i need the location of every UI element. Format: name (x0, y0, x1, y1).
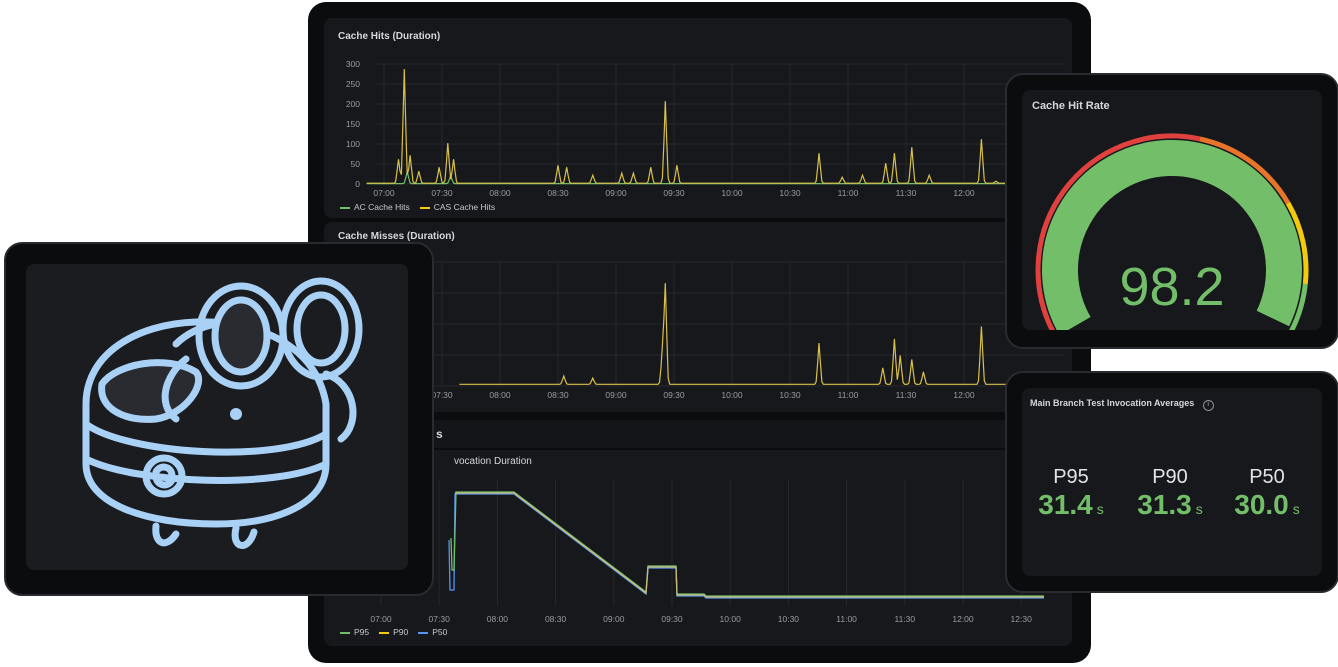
info-icon[interactable]: i (1202, 400, 1214, 411)
x-tick-label: 10:30 (779, 188, 801, 198)
cache-hits-panel: Cache Hits (Duration) 07:00 07:30 08:00 08:… (324, 18, 1072, 218)
gauge-threshold-band (1285, 201, 1309, 285)
x-tick-label: 09:00 (605, 390, 627, 400)
ac-cache-hits-series (366, 171, 1015, 185)
x-tick-label: 07:30 (431, 188, 453, 198)
x-tick-label: 09:00 (603, 614, 625, 624)
cas-cache-hits-series (366, 69, 1015, 184)
x-tick-label: 10:30 (778, 614, 800, 624)
x-tick-label: 12:00 (953, 390, 975, 400)
dashboard-card: Cache Hits (Duration) 07:00 07:30 08:00 08:… (308, 2, 1091, 663)
averages-card: Main Branch Test Invocation Averages i P… (1005, 371, 1338, 593)
hit-rate-gauge (1035, 133, 1309, 330)
x-tick-label: 07:30 (429, 614, 451, 624)
panel-title: Main Branch Test Invocation Averages i (1030, 398, 1214, 411)
stat-p90: P90 31.3 s (1137, 466, 1203, 520)
buildbuddy-mascot-icon (82, 277, 363, 549)
stat-p50: P50 30.0 s (1234, 466, 1300, 520)
gauge-threshold-band (1035, 133, 1201, 330)
x-tick-label: 08:30 (545, 614, 567, 624)
x-tick-label: 11:00 (836, 614, 857, 624)
x-tick-label: 11:00 (838, 390, 859, 400)
panel-title: Cache Hit Rate (1032, 100, 1110, 112)
hit-rate-card: Cache Hit Rate 98.2 (1005, 73, 1338, 349)
stat-p95: P95 31.4 s (1038, 466, 1104, 520)
gauge-fill (1041, 139, 1302, 330)
panel-title: vocation Duration (454, 456, 532, 467)
hit-rate-panel: Cache Hit Rate 98.2 (1022, 90, 1322, 330)
x-tick-label: 08:30 (547, 390, 569, 400)
section-title: s (436, 427, 443, 441)
x-tick-label: 09:30 (661, 614, 683, 624)
x-tick-label: 12:00 (952, 614, 974, 624)
cache-hits-legend: AC Cache Hits CAS Cache Hits (340, 202, 495, 212)
x-tick-label: 12:00 (953, 188, 975, 198)
legend-item[interactable]: CAS Cache Hits (419, 202, 495, 212)
y-tick-label: 100 (346, 139, 360, 149)
x-tick-label: 08:30 (547, 188, 569, 198)
x-tick-label: 11:00 (838, 188, 859, 198)
x-tick-label: 10:00 (720, 614, 742, 624)
x-tick-label: 07:00 (370, 614, 392, 624)
y-tick-label: 200 (346, 99, 360, 109)
averages-title: Main Branch Test Invocation Averages (1030, 398, 1195, 408)
averages-panel: Main Branch Test Invocation Averages i P… (1022, 388, 1322, 576)
p90-series (455, 492, 1044, 598)
y-tick-label: 50 (351, 159, 361, 169)
x-tick-label: 08:00 (489, 390, 511, 400)
panel-title: Cache Misses (Duration) (338, 231, 455, 242)
legend-item[interactable]: P50 (418, 627, 447, 637)
invocation-chart: 07:00 07:30 08:00 08:30 09:00 09:30 10:00 10:30… (370, 480, 1044, 624)
x-tick-label: 11:30 (896, 390, 917, 400)
x-tick-label: 08:00 (487, 614, 509, 624)
gauge-threshold-band (1199, 136, 1291, 205)
x-tick-label: 08:00 (489, 188, 511, 198)
cache-misses-panel: Cache Misses (Duration) 07:30 08:00 08:30 0… (324, 222, 1072, 412)
panel-title: Cache Hits (Duration) (338, 31, 441, 42)
x-tick-label: 10:00 (721, 390, 743, 400)
y-tick-label: 0 (355, 179, 360, 189)
cache-misses-chart: 07:30 08:00 08:30 09:00 09:30 10:00 10:30 11:00… (376, 261, 1064, 400)
x-tick-label: 07:30 (431, 390, 453, 400)
mascot-card (4, 242, 434, 596)
legend-item[interactable]: P95 (340, 627, 369, 637)
y-tick-label: 150 (346, 119, 360, 129)
legend-item[interactable]: P90 (379, 627, 408, 637)
mascot-panel (26, 264, 408, 570)
y-tick-label: 300 (346, 59, 360, 69)
p95-series (450, 491, 1044, 597)
section-row[interactable]: s (324, 420, 1072, 448)
x-tick-label: 11:30 (896, 188, 917, 198)
x-tick-label: 10:30 (779, 390, 801, 400)
x-tick-label: 10:00 (721, 188, 743, 198)
y-tick-label: 250 (346, 79, 360, 89)
x-tick-label: 09:30 (663, 390, 685, 400)
cache-misses-series (459, 283, 1015, 385)
x-tick-label: 09:00 (605, 188, 627, 198)
invocation-legend: P95 P90 P50 (340, 627, 447, 637)
x-tick-label: 12:30 (1011, 614, 1033, 624)
x-tick-label: 11:30 (894, 614, 915, 624)
gauge-threshold-band (1288, 283, 1308, 330)
cache-hits-chart: 07:00 07:30 08:00 08:30 09:00 09:30 10:00 10:30… (346, 59, 1064, 198)
legend-item[interactable]: AC Cache Hits (340, 202, 410, 212)
invocation-duration-panel: vocation Duration 07:00 07:30 08:00 08:30 09… (324, 450, 1072, 646)
x-tick-label: 07:00 (373, 188, 395, 198)
x-tick-label: 09:30 (663, 188, 685, 198)
hit-rate-value: 98.2 (1119, 257, 1225, 317)
